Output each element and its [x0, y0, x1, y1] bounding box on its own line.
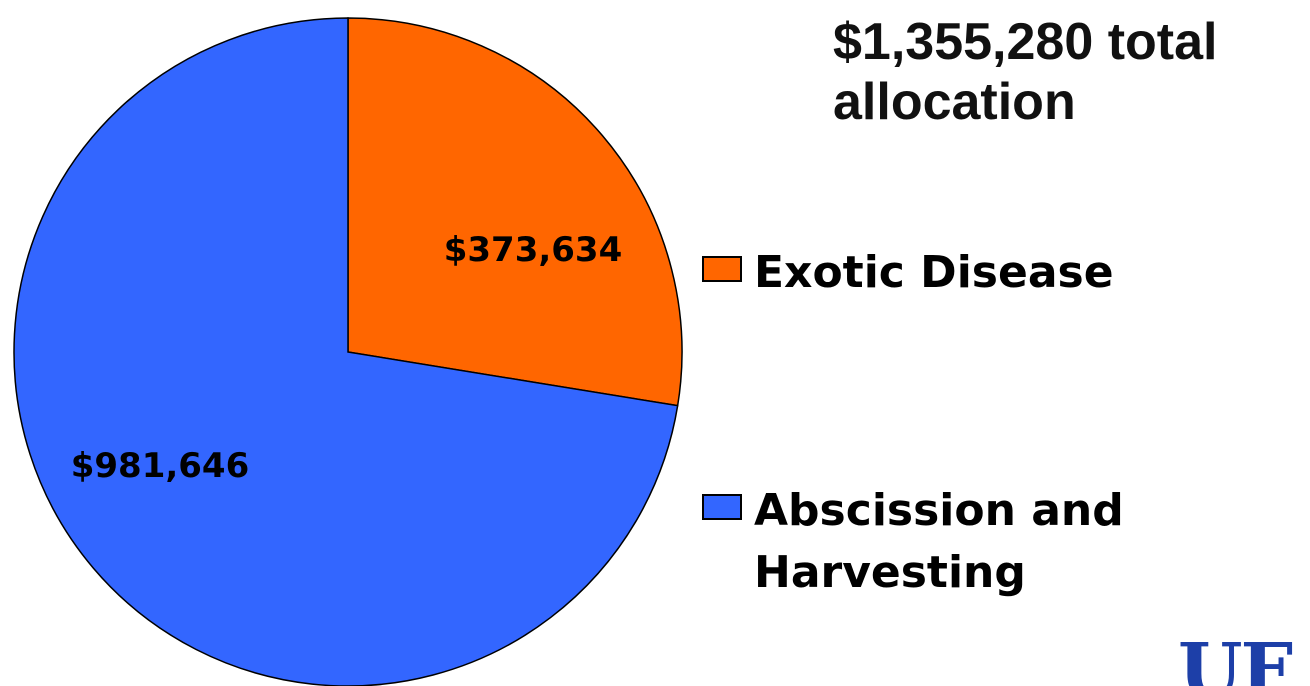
- pie-slices: [13, 17, 683, 686]
- pie-chart: $373,634 $981,646: [13, 17, 683, 686]
- pie-slice-abscission-and-harvesting: [13, 17, 679, 686]
- pie-labels: $373,634 $981,646: [71, 230, 623, 486]
- uf-logo-text: UF: [1178, 634, 1293, 686]
- uf-logo: UF: [1178, 634, 1296, 686]
- pie-label-abscission-and-harvesting: $981,646: [71, 446, 250, 486]
- legend-label-abscission-harvesting: Abscission and Harvesting: [754, 485, 1124, 598]
- legend-swatch-abscission-harvesting: [702, 494, 742, 520]
- legend-item-abscission-harvesting: Abscission and Harvesting: [702, 480, 1282, 604]
- pie-slice-exotic-disease: [347, 17, 683, 407]
- legend-item-exotic-disease: Exotic Disease: [702, 242, 1282, 304]
- legend-swatch-exotic-disease: [702, 256, 742, 282]
- total-allocation-title: $1,355,280 total allocation: [833, 13, 1218, 131]
- legend-label-exotic-disease: Exotic Disease: [754, 247, 1114, 298]
- pie-label-exotic-disease: $373,634: [444, 230, 623, 270]
